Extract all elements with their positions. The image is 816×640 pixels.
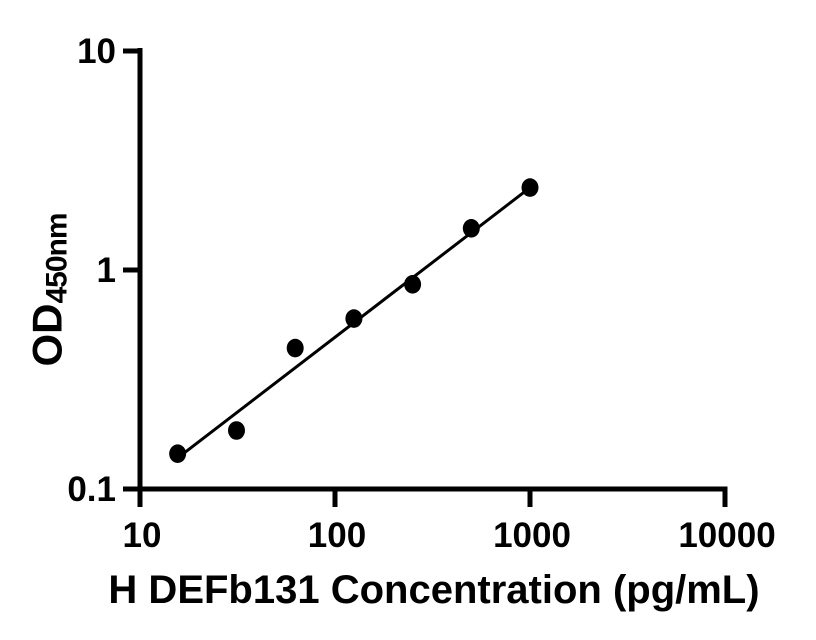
y-axis-title-base: OD [23,303,71,367]
y-tick-label: 1 [97,251,116,290]
data-point [462,219,480,238]
data-point [521,178,539,197]
x-tick-label: 1000 [493,516,571,555]
x-axis-title: H DEFb131 Concentration (pg/mL) [108,568,760,612]
data-point [286,338,304,358]
x-tick-label: 10000 [678,516,775,555]
data-point [169,444,187,463]
data-point [404,275,422,294]
x-tick-label: 100 [308,516,366,555]
x-tick-label: 10 [123,516,162,555]
data-point [345,309,363,328]
y-tick-label: 0.1 [67,470,116,509]
y-tick-label: 10 [77,32,116,71]
data-point [227,421,245,440]
y-axis-title-subscript: 450nm [40,213,74,304]
y-axis-title: OD450nm [24,213,75,366]
